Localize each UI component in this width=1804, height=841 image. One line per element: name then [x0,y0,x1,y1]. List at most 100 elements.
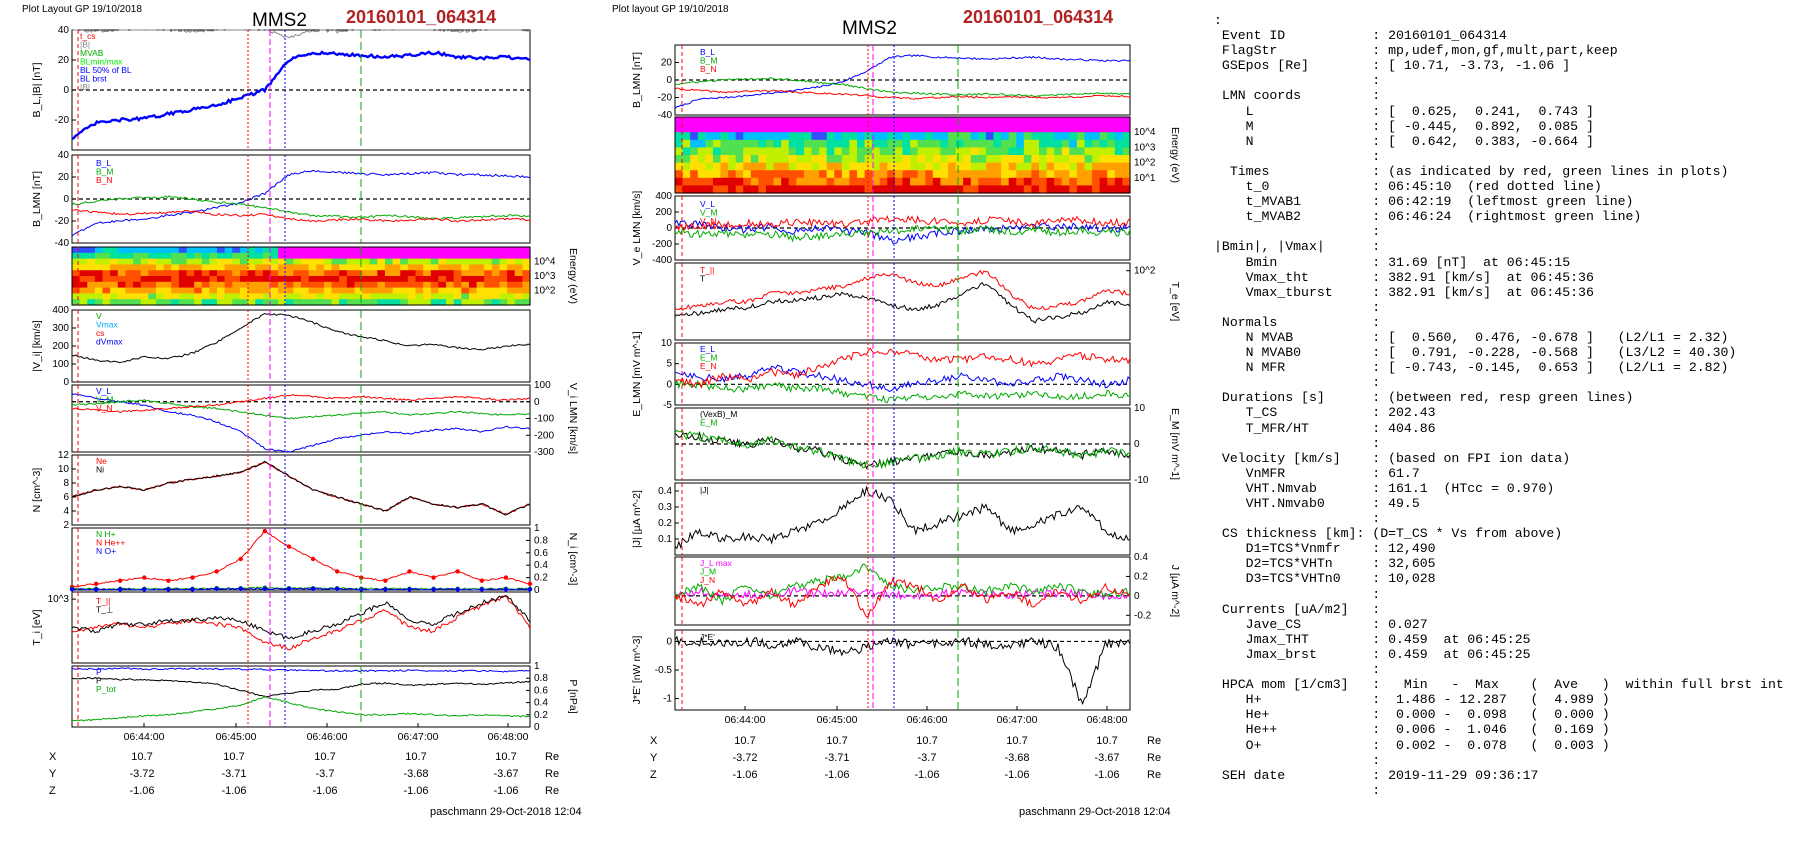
spectrogram-cell [697,155,706,164]
spectrogram-cell [1008,124,1017,133]
spectrogram-cell [750,170,760,179]
spectrogram-cell [209,270,218,277]
spectrogram-cell [1076,170,1086,179]
data-point [334,586,340,591]
x-tick-label: 06:48:00 [488,731,529,743]
spectrogram-cell [978,117,987,126]
spectrogram-cell [690,162,699,171]
spectrogram-cell [110,247,119,254]
spectrogram-cell [879,185,888,194]
panel: 00.20.40.60.81 [71,661,548,733]
info-line: L : [ 0.625, 0.241, 0.743 ] [1214,103,1594,119]
spectrogram-cell [362,252,371,260]
spectrogram-cell [94,276,104,283]
panel: 0.10.20.30.4 [658,482,1131,556]
spectrogram-cell [72,293,81,300]
spectrogram-cell [117,252,127,260]
spectrogram-cell [1092,124,1101,133]
spectrogram-cell [690,185,699,194]
spectrogram-cell [1069,185,1078,194]
spectrogram-cell [796,170,805,179]
spectrogram-cell [522,293,531,300]
info-line: D2=TCS*VHTn : 32,605 [1214,556,1436,572]
data-point [214,586,219,591]
y-axis-label: |V_i| [km/s] [31,320,43,372]
spectrogram-cell [438,247,447,254]
spectrogram-cell [171,276,180,283]
spectrogram-cell [796,117,805,126]
spectrogram-cell [1114,124,1124,133]
spectrogram-cell [316,276,325,283]
spectrogram-cell [79,299,88,306]
spectrogram-cell [796,132,805,141]
spectrogram-cell [932,139,942,148]
spectrogram-cell [902,162,911,171]
coord-value: 10.7 [131,751,153,763]
spectrogram-cell [932,170,942,179]
spectrogram-cell [1092,155,1101,164]
spectrogram-cell [117,247,127,254]
y-axis-label: J [µA m^-2] [1169,565,1181,617]
spectrogram-cell [1107,185,1116,194]
spectrogram-cell [453,247,462,254]
spectrogram-cell [1039,177,1048,186]
spectrogram-cell [102,264,111,271]
legend-entry: P [96,676,102,686]
spectrogram-cell [94,299,104,306]
spectrogram-cell [1114,162,1124,171]
spectrogram-cell [270,281,279,289]
spectrogram-cell [697,124,706,133]
spectrogram-cell [461,287,470,294]
spectrogram-cell [902,170,911,179]
spectrogram-cell [110,281,119,289]
spectrogram-cell [87,247,96,254]
spectrogram-cell [155,270,165,277]
spectrogram-cell [796,124,805,133]
spectrogram-cell [1114,139,1124,148]
spectrogram-cell [392,287,401,294]
coord-row-label: Z [49,785,56,797]
spectrogram-cell [384,252,394,260]
spectrogram-cell [811,132,820,141]
spectrogram-cell [697,185,706,194]
spectrogram-cell [384,287,394,294]
series-line [71,195,531,220]
info-line: t_MVAB2 : 06:46:24 (rightmost green line… [1214,209,1642,225]
spectrogram-cell [796,155,805,164]
legend-entry: Ni [96,465,104,475]
spectrogram-cell [484,270,493,277]
info-line: T_CS : 202.43 [1214,405,1436,421]
series-line [674,281,1131,324]
spectrogram-cell [1069,177,1078,186]
spectrogram-cell [323,252,333,260]
spectrogram-cell [224,270,233,277]
legend-entry: J_M [700,567,716,577]
spectrogram-cell [766,147,775,156]
spectrogram-cell [148,252,157,260]
info-line: : [1214,73,1381,89]
spectrogram-cell [392,258,401,265]
series-line [674,347,1131,389]
spectrogram-cell [917,170,926,179]
y-axis-label: E_LMN [mV m^-1] [631,331,643,417]
spectrogram-cell [209,252,218,260]
spectrogram-cell [705,147,714,156]
series-line [674,269,1131,311]
legend-entry: B_L [96,158,111,168]
spectrogram-cell [239,287,249,294]
spectrogram-cell [331,264,340,271]
coord-value: -1.06 [1094,769,1120,781]
tick-label: 400 [52,305,69,316]
tick-label: 0.8 [534,673,548,684]
spectrogram-cell [1039,124,1048,133]
spectrogram-cell [864,185,873,194]
spectrogram-cell [857,124,866,133]
spectrogram-cell [1084,177,1093,186]
spectrogram-cell [917,139,926,148]
tick-label: 10^2 [534,286,556,297]
spectrogram-cell [400,299,409,306]
spectrogram-cell [682,117,691,126]
spectrogram-cell [133,287,142,294]
spectrogram-cell [201,299,210,306]
